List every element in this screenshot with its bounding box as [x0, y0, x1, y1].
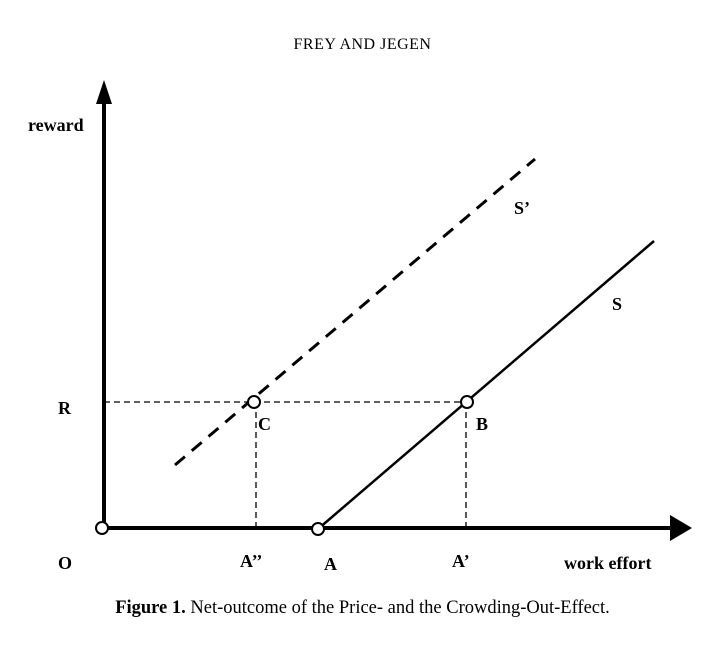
y-axis-label: reward — [28, 115, 84, 135]
figure-caption-label: Figure 1. — [115, 598, 186, 618]
origin-point — [95, 521, 109, 535]
supply-curve-s — [317, 240, 655, 530]
figure-caption-text: Net-outcome of the Price- and the Crowdi… — [185, 598, 610, 618]
tick-a: A — [324, 554, 337, 574]
point-b-label: B — [476, 414, 488, 434]
point-c — [247, 395, 261, 409]
supply-curve-s-prime — [174, 157, 536, 467]
point-a — [311, 522, 325, 536]
x-axis-arrowhead — [670, 515, 692, 541]
x-axis-label: work effort — [564, 553, 651, 573]
y-axis-arrowhead — [96, 80, 112, 104]
origin-label: O — [58, 553, 72, 573]
running-header: FREY AND JEGEN — [293, 36, 432, 53]
curve-s-prime-label: S’ — [514, 198, 530, 218]
tick-a-prime: A’ — [452, 551, 470, 571]
point-c-label: C — [258, 414, 271, 434]
figure-caption: Figure 1. Net-outcome of the Price- and … — [0, 598, 725, 619]
reward-level-label: R — [58, 398, 72, 418]
point-b — [460, 395, 474, 409]
curve-s-label: S — [612, 294, 622, 314]
tick-a-double-prime: A’’ — [240, 551, 262, 571]
